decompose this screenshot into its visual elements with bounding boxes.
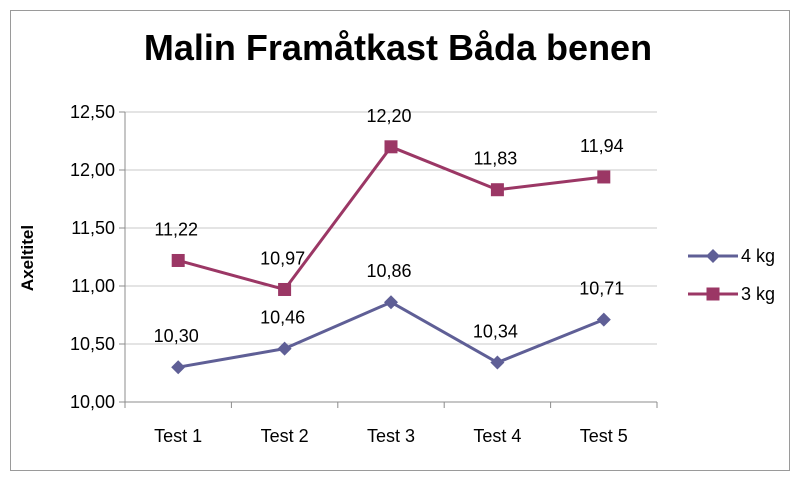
data-label: 11,94 [580, 136, 624, 156]
y-tick-label: 11,50 [71, 218, 115, 238]
x-axis-ticks: Test 1 Test 2 Test 3 Test 4 Test 5 [154, 426, 628, 446]
y-tick-label: 12,50 [70, 102, 115, 122]
legend: 4 kg 3 kg [688, 246, 775, 304]
data-label: 10,97 [260, 248, 305, 268]
x-tick-label: Test 4 [473, 426, 521, 446]
legend-item: 3 kg [688, 284, 775, 304]
data-label: 10,46 [260, 308, 305, 328]
data-label: 10,86 [366, 261, 411, 281]
series-line [177, 300, 605, 369]
y-axis-ticks: 10,00 10,50 11,00 11,50 12,00 12,50 [70, 102, 115, 412]
data-point-marker [277, 341, 292, 356]
data-point-marker [490, 183, 504, 197]
legend-label: 4 kg [741, 246, 775, 266]
gridlines [119, 111, 658, 408]
data-point-marker [384, 140, 398, 154]
data-point-marker [490, 355, 505, 370]
legend-label: 3 kg [741, 284, 775, 304]
series-group: 10,30 10,46 10,86 10,34 10,71 11,22 10,97 12,20… [154, 106, 624, 375]
data-point-marker [597, 170, 611, 184]
series-0: 10,30 10,46 10,86 10,34 10,71 [154, 261, 624, 375]
legend-swatch-marker [706, 287, 720, 301]
chart-title: Malin Framåtkast Båda benen [144, 27, 652, 68]
y-tick-label: 12,00 [70, 160, 115, 180]
data-label: 10,34 [473, 322, 518, 342]
data-point-marker [278, 282, 292, 296]
x-tick-label: Test 2 [261, 426, 309, 446]
data-point-marker [171, 253, 185, 267]
data-point-marker [596, 312, 611, 327]
data-label: 11,22 [154, 219, 198, 239]
series-1: 11,22 10,97 12,20 11,83 11,94 [154, 106, 624, 296]
y-axis-title: Axeltitel [18, 225, 37, 291]
x-tick-label: Test 5 [580, 426, 628, 446]
x-tick-label: Test 3 [367, 426, 415, 446]
x-tick-label: Test 1 [154, 426, 202, 446]
data-label: 11,83 [474, 149, 518, 169]
data-label: 10,71 [579, 279, 624, 299]
chart-frame [10, 10, 790, 471]
data-label: 12,20 [366, 106, 411, 126]
y-tick-label: 11,00 [71, 276, 115, 296]
y-tick-label: 10,00 [70, 392, 115, 412]
legend-item: 4 kg [688, 246, 775, 266]
legend-swatch-marker [706, 249, 720, 263]
y-tick-label: 10,50 [70, 334, 115, 354]
data-point-marker [171, 360, 186, 375]
data-label: 10,30 [154, 326, 199, 346]
data-point-marker [384, 295, 398, 310]
